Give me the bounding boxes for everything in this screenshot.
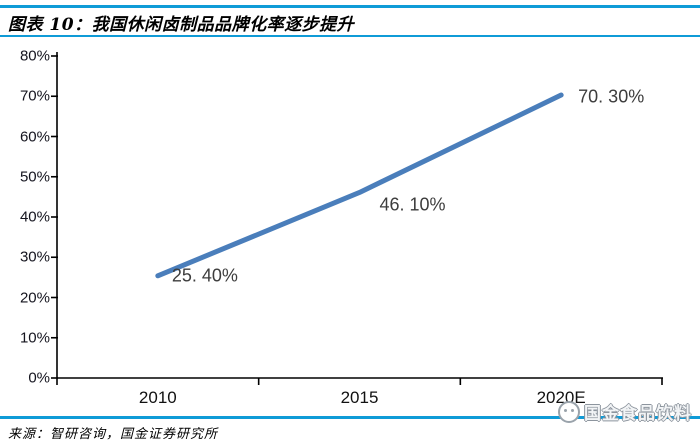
data-point-label: 25. 40%: [171, 265, 238, 286]
y-axis-tick-label: 40%: [19, 208, 50, 226]
data-point-label: 46. 10%: [379, 194, 446, 215]
trend-line: [155, 92, 564, 279]
title-bottom-rule: [0, 35, 700, 37]
source-note: 来源：智研咨询，国金证券研究所: [8, 427, 219, 442]
y-axis-tick-label: 60%: [19, 128, 50, 145]
x-axis-tick-label: 2010: [138, 388, 177, 407]
footer-rule: [0, 416, 700, 419]
watermark: 国金食品饮料: [558, 399, 692, 424]
x-axis-tick-label: 2015: [340, 388, 379, 407]
y-axis-tick-label: 50%: [19, 168, 50, 186]
y-axis-tick-label: 70%: [19, 87, 50, 105]
watermark-text: 国金食品饮料: [584, 404, 692, 423]
y-axis-tick-label: 30%: [19, 248, 50, 266]
y-axis-tick-label: 10%: [19, 329, 50, 347]
y-axis-tick-label: 20%: [19, 289, 50, 306]
title-top-rule: [0, 5, 700, 8]
data-point-label: 70. 30%: [578, 86, 645, 107]
brand-logo-icon: [558, 400, 580, 423]
y-axis-tick-label: 80%: [19, 47, 50, 65]
y-axis-tick-label: 0%: [28, 369, 50, 387]
figure-title: 图表 10：我国休闲卤制品品牌化率逐步提升: [8, 15, 355, 35]
